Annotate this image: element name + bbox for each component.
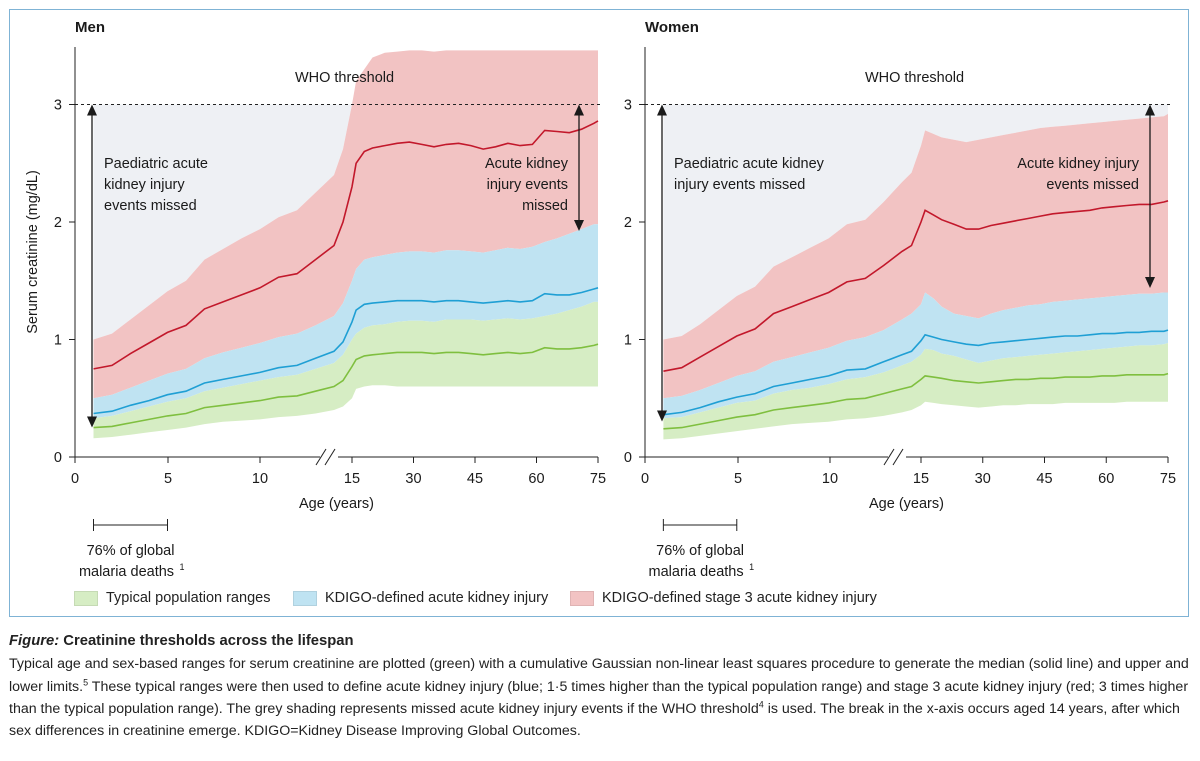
annotation-paediatric-missed: injury events missed xyxy=(674,177,805,193)
series-median-line xyxy=(663,200,1169,372)
series-median-line xyxy=(93,287,599,415)
series-band xyxy=(663,113,1168,399)
y-tick-label: 0 xyxy=(54,450,62,466)
reference-superscript: 5 xyxy=(83,676,89,687)
caption-body: Typical age and sex-based ranges for ser… xyxy=(9,653,1189,742)
adult-missed-arrow-head xyxy=(574,220,584,231)
y-tick-label: 2 xyxy=(54,215,62,231)
caption-text: Typical age and sex-based ranges for ser… xyxy=(9,656,1189,695)
series-band xyxy=(663,343,1168,440)
x-tick-label: 45 xyxy=(1036,471,1052,487)
legend-label: KDIGO-defined stage 3 acute kidney injur… xyxy=(602,590,877,606)
y-tick-label: 1 xyxy=(624,333,632,349)
series-median-line xyxy=(93,120,599,370)
series-median-line xyxy=(663,372,1169,430)
series-band xyxy=(663,292,1168,419)
x-tick-label: 30 xyxy=(975,471,991,487)
paediatric-missed-arrow-head xyxy=(87,416,97,428)
caption-label: Figure: xyxy=(9,633,60,649)
axis-break-mark xyxy=(883,448,895,466)
paediatric-missed-arrow-head xyxy=(87,104,97,116)
y-tick-label: 3 xyxy=(54,98,62,114)
legend-label: KDIGO-defined acute kidney injury xyxy=(325,590,549,606)
axis-break-mark xyxy=(324,448,336,466)
malaria-note: 76% of global xyxy=(87,543,175,559)
legend-item-typical: Typical population ranges xyxy=(74,588,270,608)
annotation-adult-missed: injury events xyxy=(487,177,568,193)
x-tick-label: 10 xyxy=(252,471,268,487)
malaria-note: malaria deaths xyxy=(649,564,744,580)
series-band xyxy=(93,301,598,439)
chart-panel-men xyxy=(69,47,600,531)
series-median-line xyxy=(93,343,599,429)
x-tick-label: 0 xyxy=(641,471,649,487)
x-tick-label: 75 xyxy=(590,471,606,487)
x-tick-label: 30 xyxy=(405,471,421,487)
annotation-paediatric-missed: kidney injury xyxy=(104,177,185,193)
y-tick-label: 1 xyxy=(54,333,62,349)
annotation-adult-missed: Acute kidney xyxy=(485,156,569,172)
malaria-note: malaria deaths xyxy=(79,564,174,580)
who-threshold-label: WHO threshold xyxy=(865,70,964,86)
x-tick-label: 45 xyxy=(467,471,483,487)
y-tick-label: 3 xyxy=(624,98,632,114)
adult-missed-arrow-head xyxy=(1145,104,1155,116)
legend-swatch-red xyxy=(570,590,594,606)
legend-item-aki: KDIGO-defined acute kidney injury xyxy=(293,588,548,608)
paediatric-missed-arrow-head xyxy=(657,104,667,116)
x-tick-label: 60 xyxy=(1098,471,1114,487)
axis-break-mark xyxy=(315,448,327,466)
figure-caption: Figure: Creatinine thresholds across the… xyxy=(9,630,1189,742)
x-tick-label: 15 xyxy=(913,471,929,487)
series-band xyxy=(93,50,598,399)
x-axis-label: Age (years) xyxy=(299,496,374,512)
y-tick-label: 2 xyxy=(624,215,632,231)
series-band xyxy=(93,224,598,419)
chart-panel-women xyxy=(639,47,1170,531)
legend-label: Typical population ranges xyxy=(106,590,271,606)
panel-title: Men xyxy=(75,19,105,36)
x-tick-label: 5 xyxy=(164,471,172,487)
reference-superscript: 4 xyxy=(758,699,764,710)
annotation-paediatric-missed: Paediatric acute kidney xyxy=(674,156,825,172)
figure-frame xyxy=(9,9,1189,617)
y-axis-label: Serum creatinine (mg/dL) xyxy=(25,170,41,334)
adult-missed-arrow-head xyxy=(1145,277,1155,288)
axis-break-mark xyxy=(892,448,904,466)
malaria-note: 76% of global xyxy=(656,543,744,559)
x-tick-label: 0 xyxy=(71,471,79,487)
malaria-note-superscript: 1 xyxy=(180,562,185,572)
caption-text: is used. The break in the x-axis occurs … xyxy=(9,700,1180,740)
x-tick-label: 60 xyxy=(528,471,544,487)
x-tick-label: 10 xyxy=(822,471,838,487)
y-tick-label: 0 xyxy=(624,450,632,466)
legend-swatch-blue xyxy=(293,590,317,606)
series-median-line xyxy=(663,329,1169,416)
annotation-adult-missed: events missed xyxy=(1046,177,1139,193)
caption-text: These typical ranges were then used to d… xyxy=(9,678,1189,717)
annotation-paediatric-missed: Paediatric acute xyxy=(104,156,208,172)
caption-title-text: Creatinine thresholds across the lifespa… xyxy=(63,633,354,649)
x-tick-label: 15 xyxy=(344,471,360,487)
annotation-adult-missed: missed xyxy=(522,198,568,214)
x-axis-label: Age (years) xyxy=(869,496,944,512)
legend-swatch-green xyxy=(74,590,98,606)
adult-missed-arrow-head xyxy=(574,104,584,116)
missed-events-shading xyxy=(93,104,598,340)
who-threshold-label: WHO threshold xyxy=(295,70,394,86)
x-tick-label: 5 xyxy=(734,471,742,487)
panel-title: Women xyxy=(645,19,699,36)
x-tick-label: 75 xyxy=(1160,471,1176,487)
caption-title: Figure: Creatinine thresholds across the… xyxy=(9,630,1189,652)
paediatric-missed-arrow-head xyxy=(657,410,667,422)
malaria-note-superscript: 1 xyxy=(749,562,754,572)
missed-events-shading xyxy=(663,104,1168,340)
annotation-paediatric-missed: events missed xyxy=(104,198,197,214)
annotation-adult-missed: Acute kidney injury xyxy=(1017,156,1139,172)
legend-item-stage3: KDIGO-defined stage 3 acute kidney injur… xyxy=(570,588,877,608)
